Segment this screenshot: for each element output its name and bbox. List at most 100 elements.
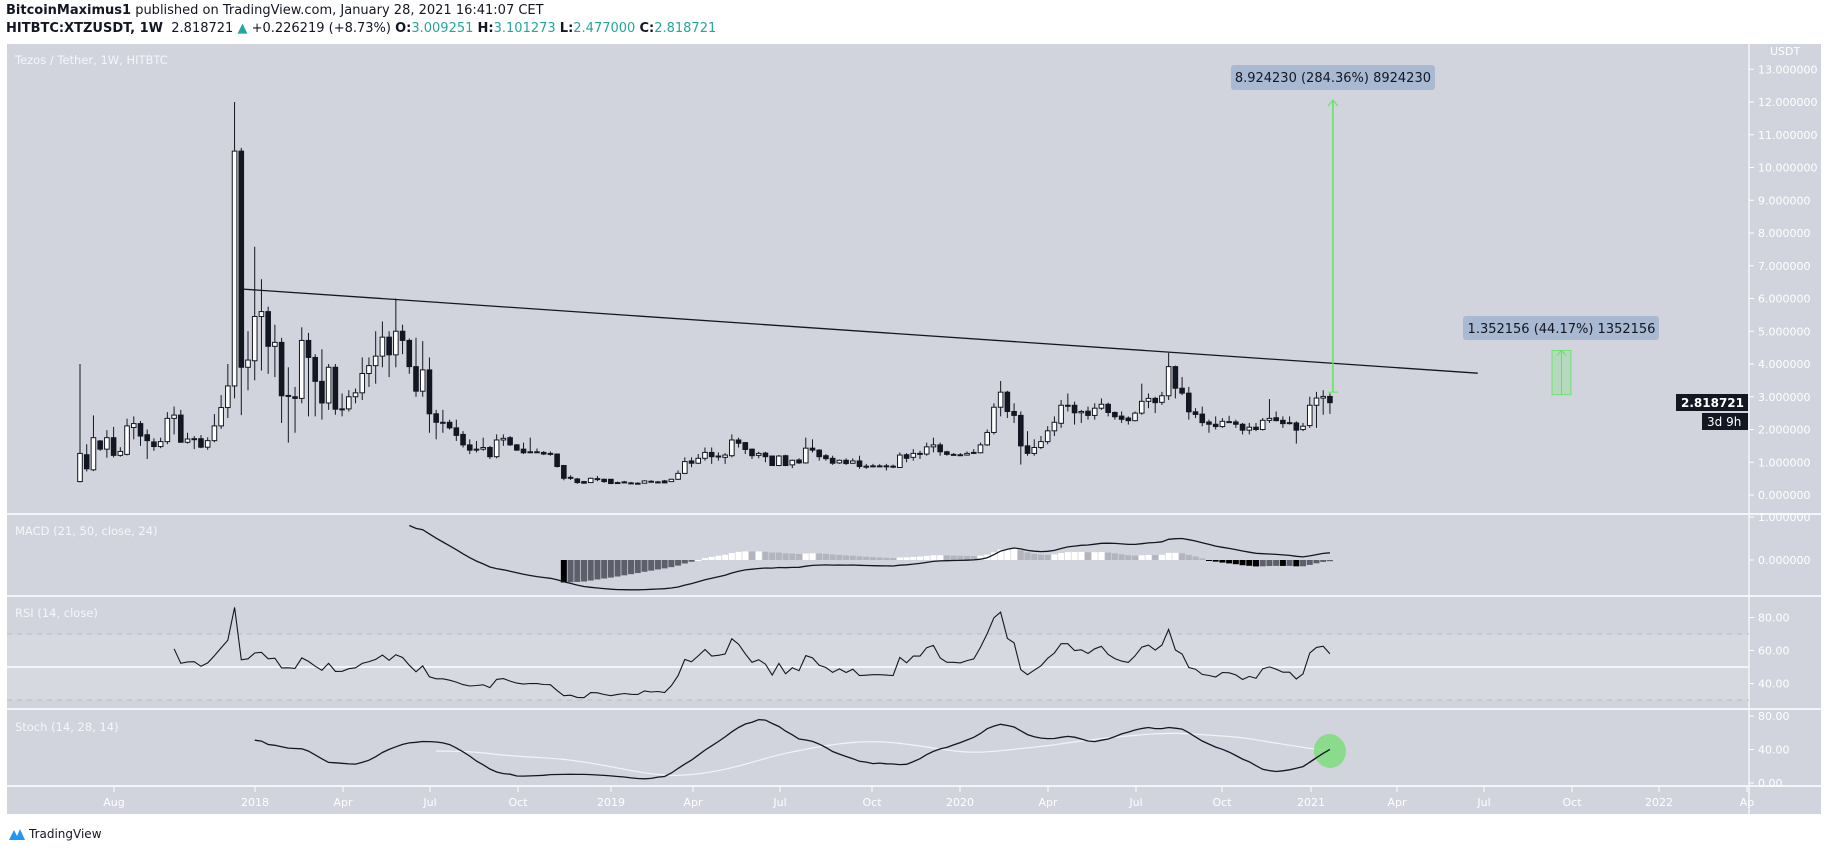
- candle-body-up: [298, 339, 305, 399]
- candle-body-up: [977, 444, 984, 454]
- macd-histogram-bar: [997, 549, 1004, 560]
- candle: [648, 480, 655, 483]
- candle: [722, 453, 728, 464]
- candle-body-down: [937, 444, 943, 453]
- price-tick-label: 13.000000: [1758, 63, 1818, 76]
- time-axis[interactable]: Aug 2018 Apr Jul Oct 2019 Apr Jul Oct 2020 Apr Jul O…: [103, 787, 1754, 809]
- candle-body-up: [1313, 397, 1320, 406]
- candle-body-down: [1004, 391, 1011, 412]
- stoch-highlight-ellipse: [1313, 734, 1346, 768]
- macd-histogram-bar: [1246, 560, 1253, 566]
- candle: [399, 324, 406, 355]
- candle: [601, 478, 607, 483]
- candle: [1300, 422, 1306, 432]
- macd-histogram-bar: [1118, 554, 1125, 560]
- candle-body-down: [198, 438, 204, 448]
- macd-histogram-bar: [654, 560, 661, 570]
- stoch-title: Stoch (14, 28, 14): [15, 720, 119, 734]
- candle: [386, 331, 392, 378]
- candle: [729, 434, 735, 458]
- candle-body-up: [984, 431, 991, 446]
- candle: [534, 448, 540, 454]
- candle-body-up: [870, 465, 876, 468]
- candle-body-down: [890, 465, 896, 468]
- candle-body-up: [1226, 421, 1232, 424]
- candle-body-down: [426, 369, 433, 415]
- author-name[interactable]: BitcoinMaximus1: [6, 3, 132, 18]
- candle: [1145, 393, 1152, 409]
- macd-histogram-bar: [990, 552, 997, 560]
- candle: [1071, 401, 1078, 425]
- last-price-box: [1676, 394, 1748, 411]
- candle-body-up: [419, 369, 426, 392]
- candle-body-up: [1038, 441, 1044, 449]
- time-tick-label: 2022: [1645, 796, 1673, 809]
- candle: [225, 364, 231, 419]
- macd-histogram-bar: [749, 551, 755, 560]
- candle-body-up: [366, 365, 372, 374]
- candle: [366, 357, 372, 387]
- drawings[interactable]: 8.924230 (284.36%) 8924230 1.352156 (44.1…: [241, 65, 1659, 396]
- price-change: +0.226219 (+8.73%): [251, 21, 391, 36]
- candle-body-down: [708, 451, 715, 458]
- candle: [621, 480, 628, 484]
- candle: [1172, 365, 1179, 399]
- candle: [964, 451, 970, 456]
- candle-body-down: [1071, 404, 1078, 414]
- candle-body-up: [1091, 407, 1098, 416]
- candle-body-up: [480, 447, 486, 450]
- candle: [1112, 411, 1118, 420]
- candle: [843, 458, 849, 465]
- candle: [661, 479, 668, 484]
- candle-body-up: [991, 406, 997, 433]
- candle-body-down: [856, 460, 863, 468]
- candle-body-up: [164, 417, 171, 443]
- candle: [715, 452, 722, 461]
- candle-body-up: [1031, 447, 1038, 454]
- price-tick-label: 12.000000: [1758, 96, 1818, 109]
- candle-body-up: [527, 451, 534, 454]
- macd-histogram-bar: [1011, 548, 1018, 560]
- indicator-axes: 1.000000 0.000000 80.00 60.00 40.00 80.00 40.0…: [1749, 511, 1811, 790]
- macd-histogram-bar: [849, 555, 856, 560]
- price-tick-label: 6.000000: [1758, 293, 1811, 306]
- candle: [117, 447, 124, 457]
- candle: [110, 426, 117, 458]
- candle-body-down: [1105, 403, 1111, 413]
- candle: [460, 431, 466, 448]
- macd-histogram-bar: [567, 560, 574, 583]
- tradingview-logo[interactable]: TradingView: [8, 826, 102, 842]
- candle: [238, 147, 245, 416]
- candle-body-down: [1280, 419, 1286, 425]
- candles: [77, 102, 1333, 485]
- macd-histogram-bar: [661, 560, 668, 569]
- macd-histogram-bar: [587, 560, 594, 581]
- candle: [897, 452, 903, 468]
- candle-body-up: [225, 385, 231, 409]
- candle: [1253, 422, 1259, 432]
- open-value: 3.009251: [411, 21, 474, 36]
- rsi-line: [173, 607, 1331, 699]
- publish-info: BitcoinMaximus1 published on TradingView…: [6, 3, 544, 18]
- candle: [1085, 406, 1091, 420]
- macd-histogram-bar: [1259, 560, 1266, 567]
- macd-histogram-bar: [769, 552, 776, 560]
- candle-body-up: [1159, 395, 1165, 403]
- macd-histogram-bar: [695, 559, 702, 561]
- macd-histogram-bar: [782, 553, 789, 560]
- macd-histogram-bar: [863, 556, 870, 560]
- countdown-box: [1702, 413, 1748, 430]
- candle: [1152, 396, 1159, 414]
- macd-histogram-bar: [755, 551, 762, 560]
- macd-histogram-bar: [1266, 560, 1273, 567]
- candle: [1186, 386, 1192, 420]
- price-axis[interactable]: 0.000000 1.000000 2.000000 3.000000 4.000000…: [1749, 63, 1818, 502]
- candle-body-up: [184, 438, 191, 443]
- candle-body-up: [970, 451, 977, 454]
- close-value: 2.818721: [654, 21, 717, 36]
- candle-body-up: [930, 444, 937, 448]
- candle-body-down: [1011, 410, 1017, 416]
- candle: [702, 447, 708, 461]
- candle: [910, 449, 917, 461]
